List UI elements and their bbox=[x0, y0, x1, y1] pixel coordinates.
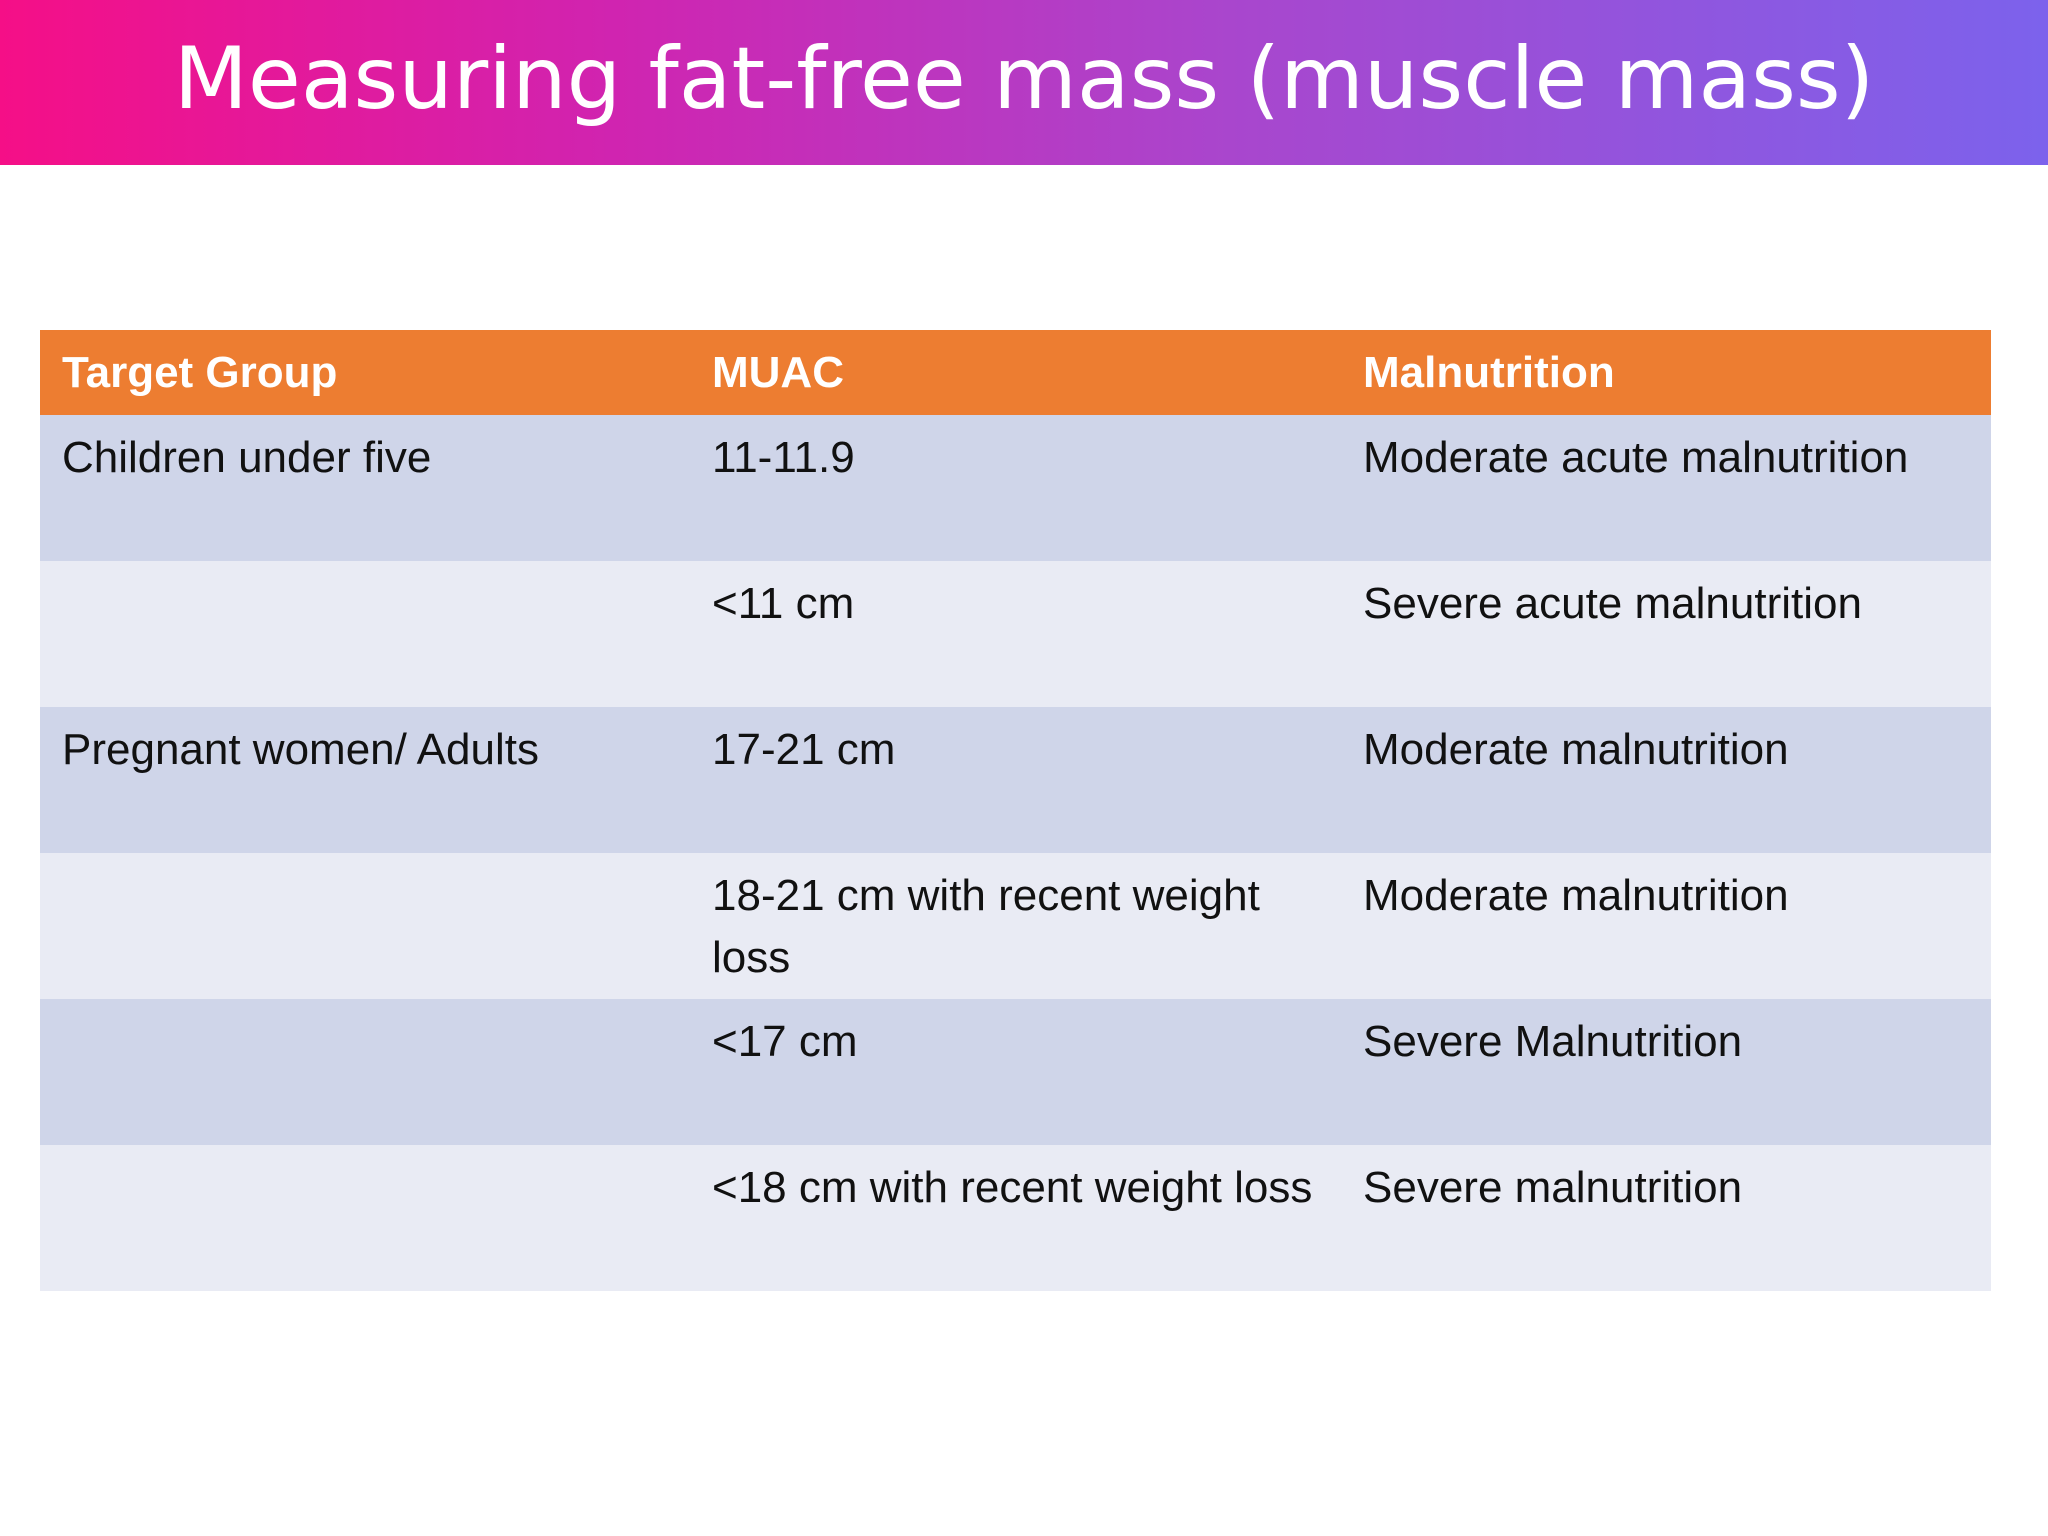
cell-muac: 17-21 cm bbox=[690, 707, 1341, 853]
header-malnutrition: Malnutrition bbox=[1341, 330, 1991, 415]
cell-muac: <17 cm bbox=[690, 999, 1341, 1145]
table-header-row: Target Group MUAC Malnutrition bbox=[40, 330, 1991, 415]
cell-malnutrition: Moderate acute malnutrition bbox=[1341, 415, 1991, 561]
cell-malnutrition: Severe malnutrition bbox=[1341, 1145, 1991, 1291]
cell-malnutrition: Moderate malnutrition bbox=[1341, 853, 1991, 999]
header-target-group: Target Group bbox=[40, 330, 690, 415]
cell-muac: 18-21 cm with recent weight loss bbox=[690, 853, 1341, 999]
cell-target-group bbox=[40, 853, 690, 999]
cell-target-group: Pregnant women/ Adults bbox=[40, 707, 690, 853]
title-banner: Measuring fat-free mass (muscle mass) bbox=[0, 0, 2048, 165]
muac-table: Target Group MUAC Malnutrition Children … bbox=[40, 330, 1991, 1291]
cell-target-group bbox=[40, 1145, 690, 1291]
cell-malnutrition: Moderate malnutrition bbox=[1341, 707, 1991, 853]
cell-malnutrition: Severe Malnutrition bbox=[1341, 999, 1991, 1145]
cell-target-group: Children under five bbox=[40, 415, 690, 561]
cell-target-group bbox=[40, 999, 690, 1145]
table-row: Children under five 11-11.9 Moderate acu… bbox=[40, 415, 1991, 561]
table-row: 18-21 cm with recent weight loss Moderat… bbox=[40, 853, 1991, 999]
cell-malnutrition: Severe acute malnutrition bbox=[1341, 561, 1991, 707]
header-muac: MUAC bbox=[690, 330, 1341, 415]
cell-muac: <11 cm bbox=[690, 561, 1341, 707]
table-row: <17 cm Severe Malnutrition bbox=[40, 999, 1991, 1145]
cell-target-group bbox=[40, 561, 690, 707]
cell-muac: <18 cm with recent weight loss bbox=[690, 1145, 1341, 1291]
slide-title: Measuring fat-free mass (muscle mass) bbox=[173, 28, 1875, 129]
table-row: Pregnant women/ Adults 17-21 cm Moderate… bbox=[40, 707, 1991, 853]
table-row: <18 cm with recent weight loss Severe ma… bbox=[40, 1145, 1991, 1291]
cell-muac: 11-11.9 bbox=[690, 415, 1341, 561]
table-row: <11 cm Severe acute malnutrition bbox=[40, 561, 1991, 707]
